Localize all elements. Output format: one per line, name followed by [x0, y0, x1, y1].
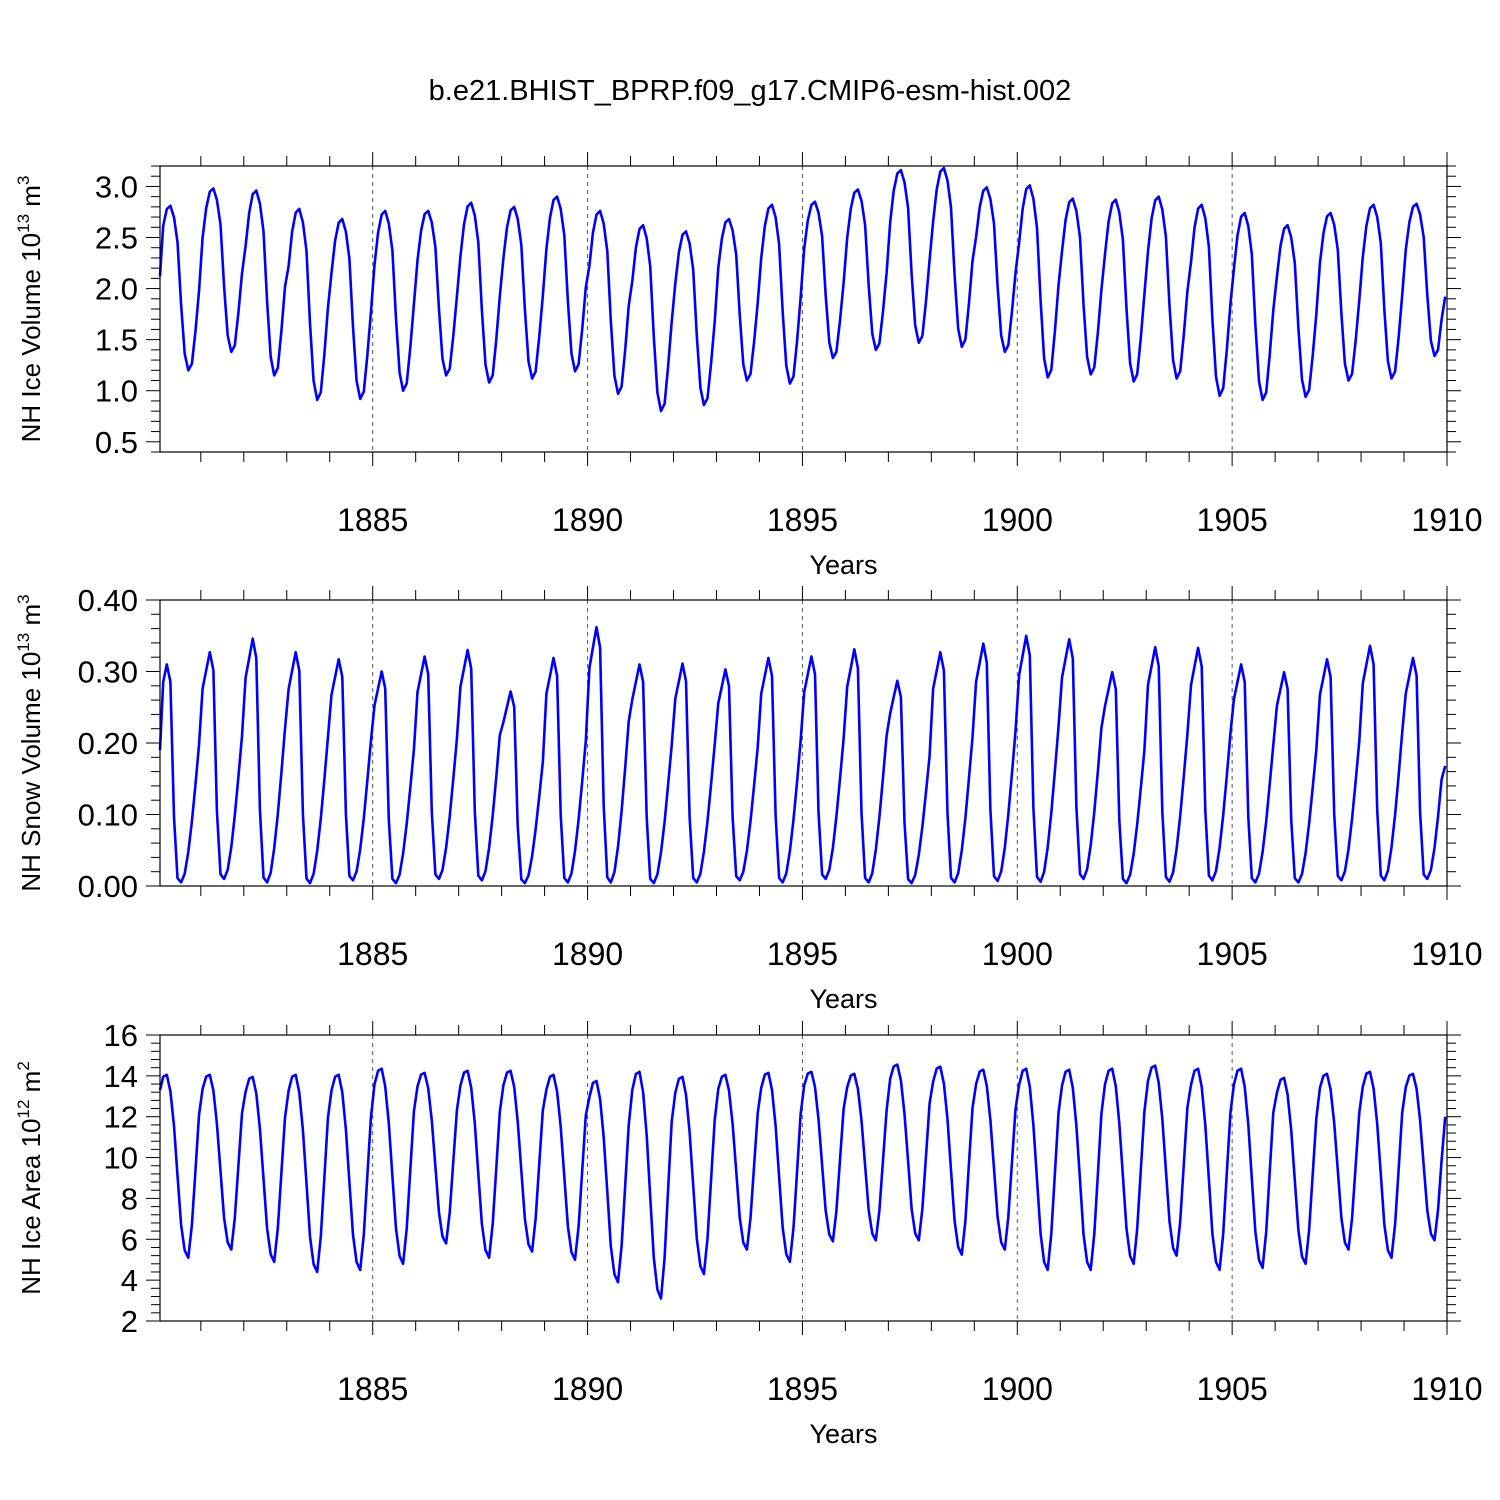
y-tick-label: 0.40	[78, 583, 138, 618]
x-tick-label: 1890	[552, 936, 623, 972]
y-tick-label: 14	[104, 1059, 138, 1094]
figure-title: b.e21.BHIST_BPRP.f09_g17.CMIP6-esm-hist.…	[429, 75, 1072, 107]
x-tick-label: 1910	[1411, 502, 1482, 538]
y-tick-label: 6	[121, 1222, 138, 1257]
x-tick-label: 1900	[982, 502, 1053, 538]
x-axis-label: Years	[809, 984, 877, 1014]
y-tick-label: 4	[121, 1263, 138, 1298]
y-tick-label: 2.0	[95, 272, 138, 307]
panel-3: 1885 1890 1895 1900 1905 1910 Years 2 4 6 8 10 12 14 1…	[14, 1018, 1483, 1449]
series-line	[158, 1063, 1447, 1300]
y-tick-label: 10	[104, 1141, 138, 1176]
x-tick-label: 1905	[1197, 1371, 1268, 1407]
x-tick-label: 1890	[552, 1371, 623, 1407]
x-tick-label: 1900	[982, 936, 1053, 972]
plot-frame	[159, 599, 1448, 887]
y-tick-label: 1.5	[95, 323, 138, 358]
x-tick-label: 1900	[982, 1371, 1053, 1407]
y-tick-label: 8	[121, 1181, 138, 1216]
x-tick-label: 1885	[337, 502, 408, 538]
series-line	[158, 625, 1447, 885]
y-axis-label: NH Snow Volume 1013 m3	[14, 594, 46, 891]
plot-frame	[159, 1034, 1448, 1322]
y-tick-label: 3.0	[95, 169, 138, 204]
y-tick-label: 0.20	[78, 726, 138, 761]
y-axis-label: NH Ice Area 1012 m2	[14, 1061, 46, 1295]
y-tick-label: 0.5	[95, 425, 138, 460]
y-tick-label: 12	[104, 1100, 138, 1135]
y-axis-label: NH Ice Volume 1013 m3	[14, 176, 46, 443]
x-tick-label: 1905	[1197, 502, 1268, 538]
panel-1: 1885 1890 1895 1900 1905 1910 Years 0.5 1.0 1.5 2.…	[14, 152, 1483, 580]
y-tick-label: 0.30	[78, 655, 138, 690]
x-tick-label: 1905	[1197, 936, 1268, 972]
x-tick-label: 1895	[767, 936, 838, 972]
x-tick-label: 1910	[1411, 1371, 1482, 1407]
x-axis-label: Years	[809, 1419, 877, 1449]
y-tick-label: 1.0	[95, 374, 138, 409]
y-tick-label: 16	[104, 1018, 138, 1053]
x-axis-label: Years	[809, 550, 877, 580]
y-tick-label: 2.5	[95, 221, 138, 256]
y-tick-label: 2	[121, 1304, 138, 1339]
y-tick-label: 0.00	[78, 869, 138, 904]
x-tick-label: 1910	[1411, 936, 1482, 972]
x-tick-label: 1895	[767, 502, 838, 538]
x-tick-label: 1885	[337, 1371, 408, 1407]
x-tick-label: 1885	[337, 936, 408, 972]
x-tick-label: 1895	[767, 1371, 838, 1407]
panel-2: 1885 1890 1895 1900 1905 1910 Years 0.00 0.10 0.2…	[14, 583, 1483, 1014]
x-tick-label: 1890	[552, 502, 623, 538]
y-tick-label: 0.10	[78, 798, 138, 833]
series-line	[158, 166, 1447, 413]
